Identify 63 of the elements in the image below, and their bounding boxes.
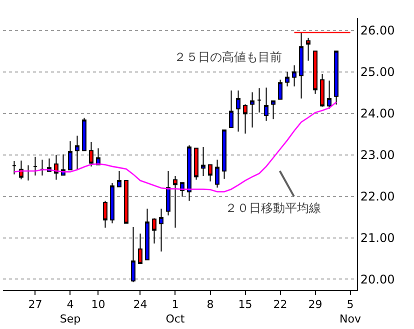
x-tick-label: 1 Oct (166, 298, 186, 326)
x-tick-label: 5 Nov (340, 298, 362, 326)
candlestick (292, 64, 296, 87)
candlestick (278, 79, 282, 100)
x-tick-label: 8 (206, 298, 214, 312)
candlestick (82, 117, 86, 152)
candlestick (96, 148, 100, 166)
candlestick (32, 156, 38, 176)
candlestick (152, 218, 156, 244)
candlestick (110, 182, 114, 224)
candlestick (40, 159, 44, 176)
candlestick (285, 71, 290, 87)
candlestick (208, 164, 212, 182)
candlestick (222, 129, 226, 180)
candlestick (187, 144, 192, 202)
candlestick (271, 100, 276, 120)
candlestick (264, 87, 268, 122)
candlestick (229, 90, 234, 128)
candlestick (250, 92, 254, 128)
candlestick (103, 200, 108, 228)
candlestick (257, 88, 262, 114)
candlestick (306, 37, 310, 62)
x-tick-label: 29 (308, 298, 322, 312)
candlestick (299, 32, 304, 99)
x-tick-label: 27 (28, 298, 42, 312)
candlestick (12, 160, 16, 175)
y-tick-label: 25.00 (360, 65, 395, 80)
candlestick (215, 159, 220, 188)
candlestick (243, 104, 248, 134)
candlestick (131, 226, 136, 283)
annotation: ２０日移動平均線 (225, 201, 321, 215)
candlestick (201, 146, 206, 176)
candlestick (166, 170, 170, 216)
candlestick (124, 180, 128, 224)
candlestick (334, 50, 338, 106)
candlestick (313, 50, 318, 94)
candlestick (75, 135, 80, 170)
candlestick (117, 170, 122, 188)
candlestick (327, 80, 332, 110)
candlestick (89, 141, 94, 167)
y-tick-label: 20.00 (360, 272, 395, 286)
x-tick-label: 4 Sep (60, 298, 81, 326)
y-tick-label: 26.00 (360, 24, 395, 38)
x-tick-label: 10 (91, 298, 106, 312)
candlestick (68, 140, 72, 170)
annotation: ２５日の高値も目前 (174, 50, 282, 64)
candlestick (236, 90, 240, 132)
candlestick (173, 175, 178, 228)
candlestick (194, 148, 198, 180)
candlestick (320, 73, 324, 108)
candlestick (138, 233, 142, 264)
candlestick (145, 208, 150, 260)
line-series (14, 102, 337, 192)
y-tick-label: 23.00 (360, 148, 395, 162)
x-tick-label: 15 (238, 298, 252, 312)
y-tick-label: 21.00 (360, 230, 395, 245)
x-tick-label: 22 (273, 298, 288, 312)
y-tick-label: 24.00 (360, 106, 395, 121)
x-tick-label: 24 (133, 298, 148, 312)
candlestick (18, 160, 24, 180)
y-tick-label: 22.00 (360, 189, 395, 204)
candlestick (159, 208, 164, 252)
candlestick (54, 154, 58, 180)
